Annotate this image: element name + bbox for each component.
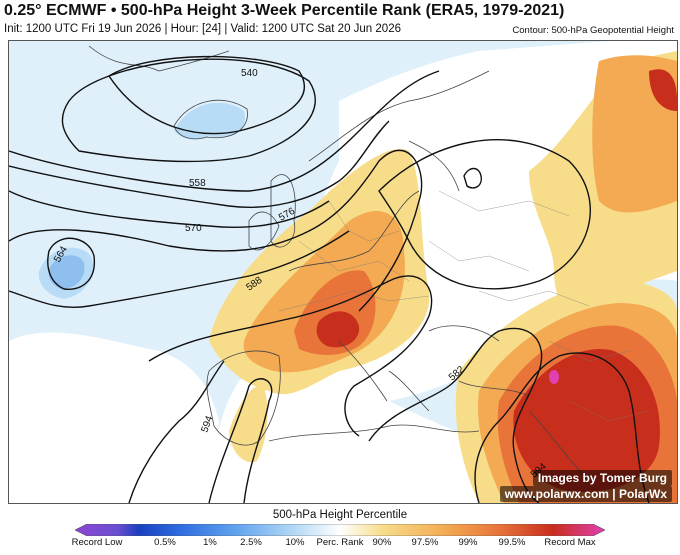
credit-website[interactable]: www.polarwx.com | PolarWx bbox=[499, 486, 672, 502]
legend-tick-record-low: Record Low bbox=[71, 537, 123, 548]
legend-labels: Record Low 0.5% 1% 2.5% 10% Perc. Rank 9… bbox=[71, 537, 605, 553]
anomaly-10-iceland bbox=[174, 102, 245, 140]
legend-tick-2-5: 2.5% bbox=[240, 537, 262, 548]
borders bbox=[278, 190, 650, 422]
legend-tick-97-5: 97.5% bbox=[411, 537, 439, 548]
anomaly-995-northeast bbox=[649, 69, 677, 111]
record-max-spot bbox=[549, 370, 559, 384]
legend-tick-perc-rank: Perc. Rank bbox=[316, 537, 364, 548]
legend-tick-99-5: 99.5% bbox=[498, 537, 526, 548]
anomaly-995-alps bbox=[316, 311, 360, 348]
height-contours bbox=[9, 55, 650, 503]
neutral-region-southwest bbox=[9, 332, 219, 503]
contour-label-540: 540 bbox=[241, 68, 258, 79]
credit-author: Images by Tomer Burg bbox=[532, 470, 672, 486]
legend-tick-1: 1% bbox=[203, 537, 217, 548]
legend-tick-99: 99% bbox=[458, 537, 478, 548]
map-canvas: 540 558 570 576 588 594 564 582 594 bbox=[9, 41, 677, 503]
anomaly-995-middle-east bbox=[513, 349, 660, 492]
legend-tick-10: 10% bbox=[285, 537, 305, 548]
legend-title: 500-hPa Height Percentile bbox=[272, 509, 408, 521]
run-info: Init: 1200 UTC Fri 19 Jun 2026 | Hour: [… bbox=[4, 23, 401, 35]
header: 0.25° ECMWF • 500-hPa Height 3-Week Perc… bbox=[0, 0, 680, 40]
legend-tick-90: 90% bbox=[372, 537, 392, 548]
coastlines bbox=[88, 45, 590, 482]
contour-label-570: 570 bbox=[185, 223, 202, 234]
legend-colorbar bbox=[75, 524, 605, 536]
contour-note: Contour: 500-hPa Geopotential Height bbox=[512, 25, 674, 36]
anomaly-25-atlantic bbox=[48, 255, 85, 289]
legend-tick-0-5: 0.5% bbox=[154, 537, 176, 548]
legend-tick-record-max: Record Max bbox=[544, 537, 596, 548]
contour-label-558: 558 bbox=[189, 178, 206, 189]
page-title: 0.25° ECMWF • 500-hPa Height 3-Week Perc… bbox=[4, 2, 565, 19]
map-panel: 540 558 570 576 588 594 564 582 594 bbox=[8, 40, 678, 504]
legend-gradient bbox=[75, 524, 605, 536]
